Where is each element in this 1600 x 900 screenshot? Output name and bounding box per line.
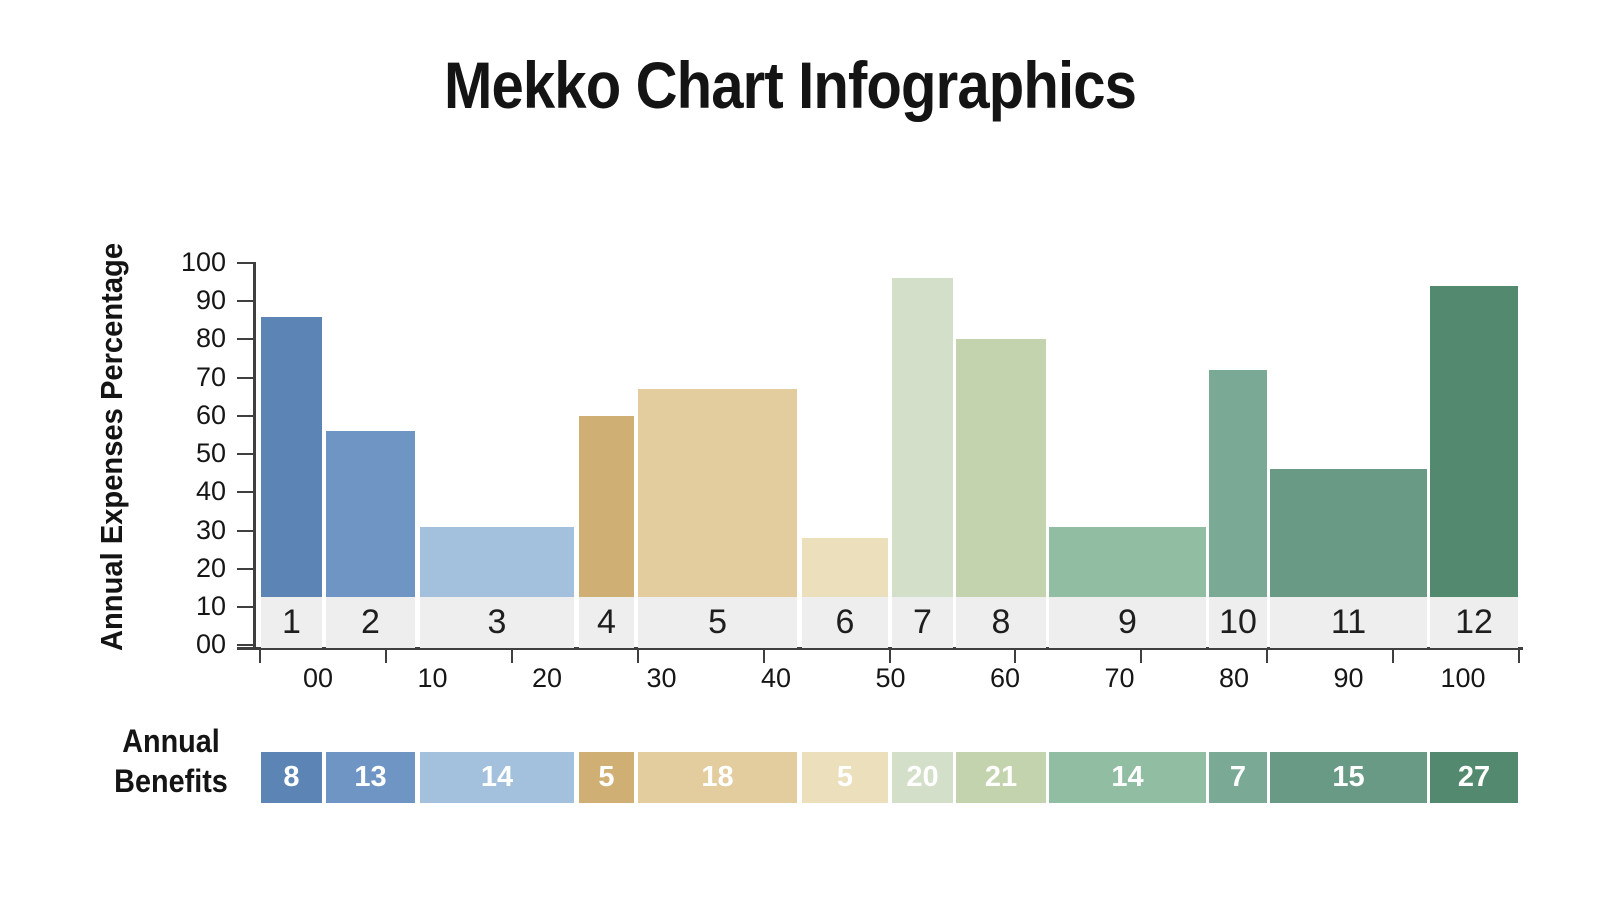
benefits-row-title-line1: Annual (122, 723, 220, 759)
x-axis-tick (888, 648, 891, 663)
y-axis-line (253, 262, 256, 650)
expenses-bar-segment-6 (802, 538, 888, 597)
y-axis-tick-label: 10 (195, 591, 226, 622)
y-axis-tick-label: 70 (195, 361, 226, 392)
x-axis-tick (510, 648, 513, 663)
x-axis-tick-label: 50 (875, 663, 906, 693)
y-axis-tick (237, 414, 256, 417)
benefits-row-title: Annual Benefits (94, 721, 249, 801)
category-band-cell-2: 2 (325, 597, 415, 648)
expenses-bar-segment-8 (955, 339, 1046, 597)
category-band-cell-7: 7 (892, 597, 953, 648)
y-axis-tick-label: 60 (195, 399, 226, 430)
x-axis-tick-label: 70 (1104, 663, 1135, 693)
x-axis-tick-label: 00 (302, 663, 334, 693)
x-axis-tick (762, 648, 765, 663)
x-axis-tick (259, 648, 261, 663)
benefit-value-cell-2: 13 (325, 752, 415, 803)
category-band-cell-4: 4 (579, 597, 634, 648)
y-axis-tick-label: 40 (195, 476, 226, 507)
x-axis-tick-label: 40 (760, 663, 792, 693)
expenses-bar-segment-7 (892, 278, 953, 597)
y-axis-tick (237, 606, 256, 609)
category-band-cell-6: 6 (802, 597, 888, 648)
x-axis-tick (384, 648, 387, 663)
y-axis-tick (237, 529, 256, 532)
x-axis-tick (636, 648, 639, 663)
category-band-cell-12: 12 (1430, 597, 1518, 648)
benefit-value-cell-5: 18 (638, 752, 797, 803)
category-band-cell-11: 11 (1269, 597, 1427, 648)
y-axis-tick (237, 338, 256, 341)
benefit-value-cell-10: 7 (1209, 752, 1267, 803)
benefit-value-cell-3: 14 (420, 752, 574, 803)
y-axis-tick-label: 20 (195, 552, 226, 583)
y-axis-tick (237, 376, 256, 379)
category-band-cell-9: 9 (1049, 597, 1206, 648)
y-axis-tick (237, 644, 256, 647)
x-axis-tick (1266, 648, 1269, 663)
y-axis-title: Annual Expenses Percentage (94, 242, 129, 652)
y-axis-tick (237, 453, 256, 456)
expenses-bar-segment-10 (1209, 370, 1267, 597)
x-axis-tick-label: 90 (1333, 663, 1364, 693)
expenses-bar-segment-11 (1269, 469, 1427, 597)
benefit-value-cell-6: 5 (802, 752, 888, 803)
benefit-value-cell-1: 8 (261, 752, 322, 803)
category-band-cell-8: 8 (955, 597, 1046, 648)
category-band-cell-5: 5 (638, 597, 797, 648)
x-axis-tick-label: 30 (646, 663, 677, 693)
expenses-bar-segment-2 (325, 431, 415, 597)
x-axis-tick-label: 100 (1440, 663, 1486, 693)
y-axis-tick (237, 567, 256, 570)
benefits-row-title-line2: Benefits (114, 763, 228, 799)
x-axis-tick (1140, 648, 1143, 663)
x-axis-line (237, 647, 1523, 650)
category-band-cell-10: 10 (1209, 597, 1267, 648)
y-axis-tick-label: 50 (195, 438, 226, 469)
y-axis-tick-label: 80 (195, 323, 226, 354)
y-axis-tick (237, 262, 256, 264)
x-axis-tick (1014, 648, 1017, 663)
x-axis-tick-label: 80 (1218, 663, 1250, 693)
benefit-value-cell-12: 27 (1430, 752, 1518, 803)
x-axis-tick-label: 60 (989, 663, 1021, 693)
y-axis-tick-label: 90 (195, 285, 226, 316)
chart-title: Mekko Chart Infographics (443, 48, 1137, 122)
expenses-bar-segment-1 (261, 316, 322, 597)
y-axis-tick-label: 30 (195, 514, 226, 545)
expenses-bar-segment-3 (420, 526, 574, 597)
expenses-bar-segment-12 (1430, 285, 1518, 597)
x-axis-tick-label: 20 (531, 663, 563, 693)
benefit-value-cell-9: 14 (1049, 752, 1206, 803)
benefit-value-cell-7: 20 (892, 752, 953, 803)
x-axis-tick-label: 10 (417, 663, 448, 693)
benefit-value-cell-8: 21 (955, 752, 1046, 803)
expenses-bar-segment-9 (1049, 526, 1206, 597)
benefit-value-cell-11: 15 (1269, 752, 1427, 803)
y-axis-tick (237, 491, 256, 494)
category-band-cell-3: 3 (420, 597, 574, 648)
expenses-bar-segment-5 (638, 389, 797, 597)
benefit-value-cell-4: 5 (579, 752, 634, 803)
category-band-cell-1: 1 (261, 597, 322, 648)
y-axis-tick (237, 300, 256, 303)
x-axis-tick (1392, 648, 1395, 663)
y-axis-tick-label: 00 (195, 629, 226, 660)
y-axis-tick-label: 100 (180, 247, 226, 277)
expenses-bar-segment-4 (579, 415, 634, 597)
x-axis-tick (1518, 648, 1520, 663)
